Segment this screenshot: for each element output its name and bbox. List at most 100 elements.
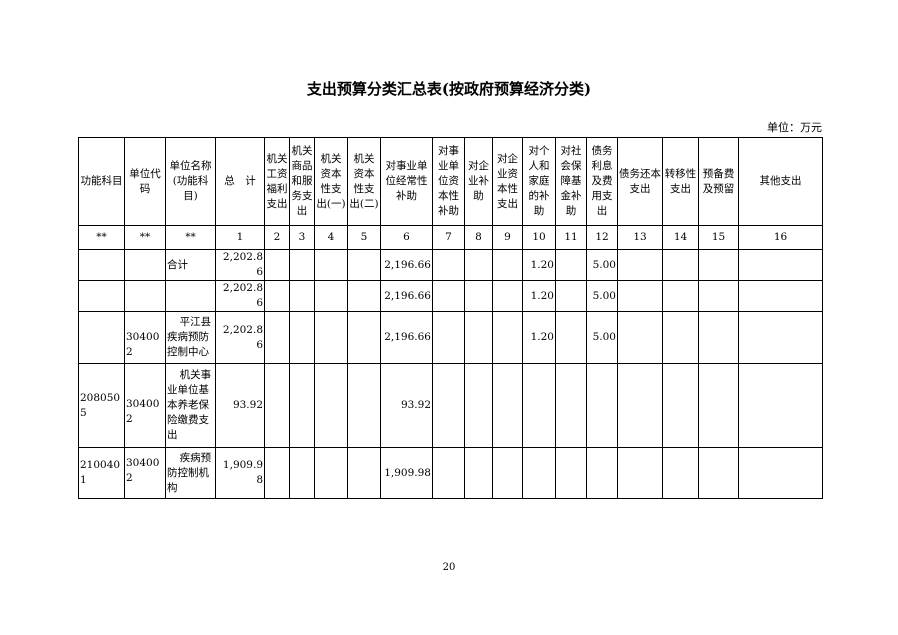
amount-cell	[492, 447, 523, 499]
amount-cell	[289, 311, 315, 364]
table-row: 合计 2,202.86 2,196.66 1.20 5.00	[78, 249, 823, 281]
column-header: 对事业单位资本性补助	[432, 137, 465, 226]
amount-cell	[662, 311, 699, 364]
index-cell: 1	[215, 225, 265, 250]
amount-cell: 2,196.66	[380, 249, 433, 281]
index-cell: 2	[264, 225, 290, 250]
column-header: 对个人和家庭的补助	[522, 137, 556, 226]
amount-cell: 1.20	[522, 249, 556, 281]
amount-cell	[492, 249, 523, 281]
amount-cell	[289, 447, 315, 499]
amount-cell	[264, 363, 290, 448]
amount-cell	[432, 447, 465, 499]
amount-cell	[698, 280, 739, 312]
amount-cell	[662, 280, 699, 312]
column-header: 其他支出	[738, 137, 823, 226]
unit-label: 单位：万元	[767, 121, 822, 134]
amount-cell	[264, 447, 290, 499]
amount-cell	[464, 447, 493, 499]
unit-name-cell: 机关事业单位基本养老保险缴费支出	[165, 363, 216, 448]
amount-cell: 1,909.98	[380, 447, 433, 499]
amount-cell	[464, 280, 493, 312]
index-cell: 16	[738, 225, 823, 250]
amount-cell	[492, 311, 523, 364]
amount-cell	[347, 280, 381, 312]
amount-cell	[698, 447, 739, 499]
amount-cell	[738, 280, 823, 312]
amount-cell: 2,202.86	[215, 311, 265, 364]
column-header: 单位名称(功能科目)	[165, 137, 216, 226]
unit-code-cell	[124, 249, 166, 281]
index-cell: 12	[586, 225, 618, 250]
unit-code-cell: 304002	[124, 311, 166, 364]
table-row: 304002 平江县疾病预防控制中心 2,202.86 2,196.66 1.20 5.0…	[78, 311, 823, 364]
column-header: 债务利息及费用支出	[586, 137, 618, 226]
column-header: 转移性支出	[662, 137, 699, 226]
index-cell: **	[78, 225, 125, 250]
amount-cell	[555, 447, 587, 499]
index-cell: 3	[289, 225, 315, 250]
unit-code-cell	[124, 280, 166, 312]
amount-cell: 2,202.86	[215, 249, 265, 281]
amount-cell	[617, 447, 663, 499]
amount-cell	[662, 249, 699, 281]
function-code-cell	[78, 280, 125, 312]
amount-cell: 93.92	[380, 363, 433, 448]
amount-cell	[738, 249, 823, 281]
unit-code-cell: 304002	[124, 363, 166, 448]
amount-cell	[289, 363, 315, 448]
amount-cell	[314, 363, 348, 448]
function-code-cell: 2100401	[78, 447, 125, 499]
column-header: 对企业补助	[464, 137, 493, 226]
amount-cell: 93.92	[215, 363, 265, 448]
amount-cell: 1.20	[522, 311, 556, 364]
amount-cell	[492, 280, 523, 312]
index-cell: 5	[347, 225, 381, 250]
amount-cell	[555, 249, 587, 281]
unit-name-cell	[165, 280, 216, 312]
column-header: 功能科目	[78, 137, 125, 226]
amount-cell	[522, 447, 556, 499]
column-header: 预备费及预留	[698, 137, 739, 226]
amount-cell	[555, 363, 587, 448]
unit-name-cell: 合计	[165, 249, 216, 281]
amount-cell	[464, 363, 493, 448]
function-code-cell	[78, 311, 125, 364]
column-header: 单位代码	[124, 137, 166, 226]
unit-name-cell: 疾病预防控制机构	[165, 447, 216, 499]
index-cell: 11	[555, 225, 587, 250]
index-cell: **	[124, 225, 166, 250]
amount-cell: 2,202.86	[215, 280, 265, 312]
index-cell: 4	[314, 225, 348, 250]
amount-cell	[264, 280, 290, 312]
amount-cell: 5.00	[586, 249, 618, 281]
amount-cell	[617, 249, 663, 281]
index-cell: 6	[380, 225, 433, 250]
amount-cell: 5.00	[586, 311, 618, 364]
table-row: 2080505 304002 机关事业单位基本养老保险缴费支出 93.92 93.92	[78, 363, 823, 448]
amount-cell	[617, 280, 663, 312]
amount-cell: 2,196.66	[380, 280, 433, 312]
page-number: 20	[442, 562, 456, 573]
amount-cell	[522, 363, 556, 448]
amount-cell: 1.20	[522, 280, 556, 312]
column-header: 对企业资本性支出	[492, 137, 523, 226]
index-cell: 9	[492, 225, 523, 250]
amount-cell	[432, 280, 465, 312]
amount-cell	[347, 311, 381, 364]
column-header: 机关资本性支出(二)	[347, 137, 381, 226]
column-header: 债务还本支出	[617, 137, 663, 226]
amount-cell	[314, 249, 348, 281]
unit-code-cell: 304002	[124, 447, 166, 499]
amount-cell	[432, 249, 465, 281]
amount-cell	[464, 311, 493, 364]
column-header: 机关商品和服务支出	[289, 137, 315, 226]
function-code-cell: 2080505	[78, 363, 125, 448]
function-code-cell	[78, 249, 125, 281]
amount-cell	[347, 249, 381, 281]
index-cell: 13	[617, 225, 663, 250]
column-header: 对事业单位经常性补助	[380, 137, 433, 226]
column-header: 总 计	[215, 137, 265, 226]
amount-cell	[617, 363, 663, 448]
amount-cell	[289, 280, 315, 312]
